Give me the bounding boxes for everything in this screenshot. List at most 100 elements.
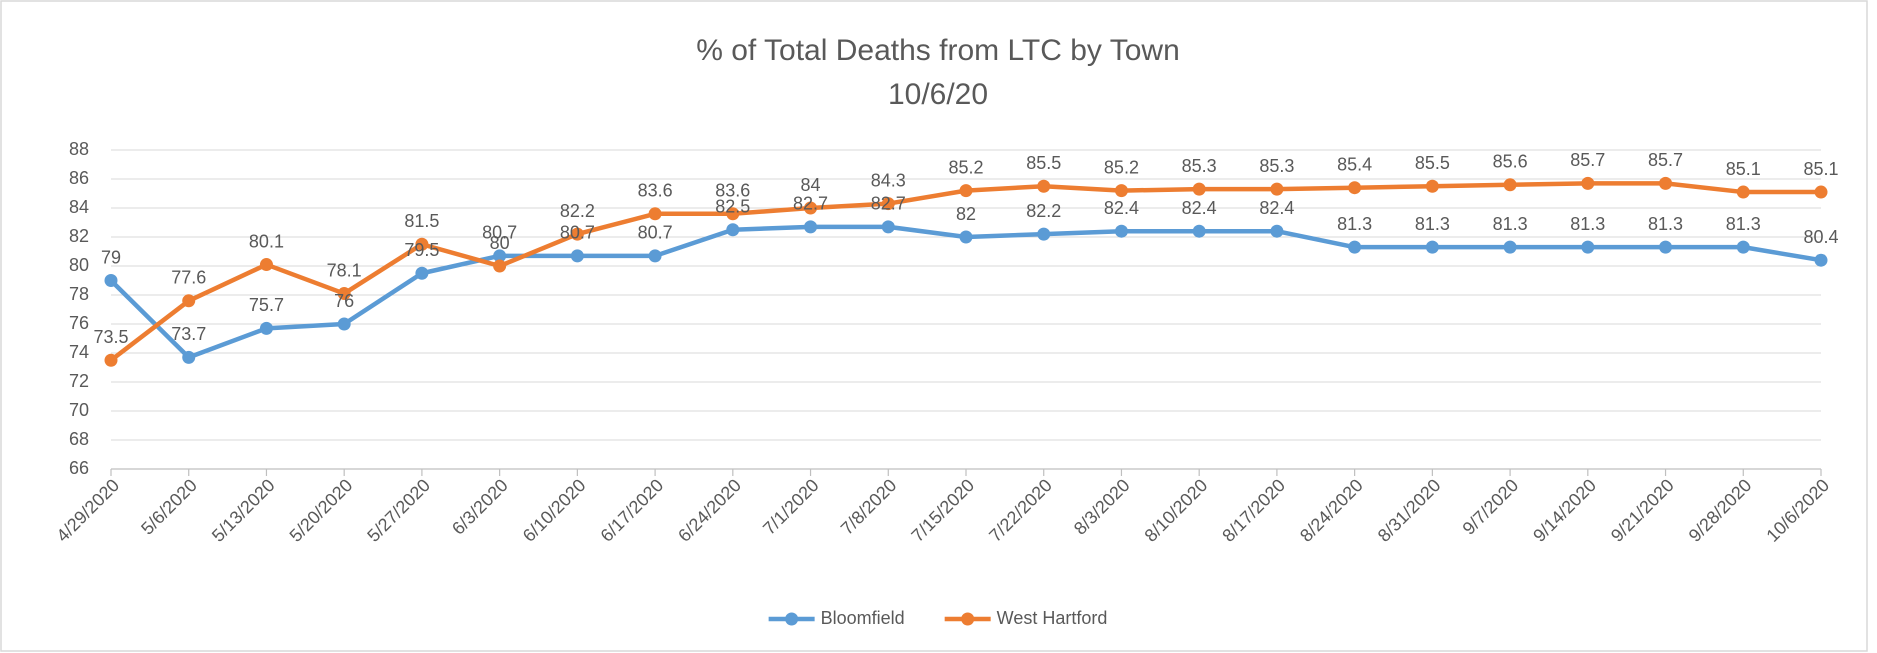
data-label: 81.3 (1570, 214, 1605, 234)
y-tick-label: 80 (69, 255, 89, 275)
y-tick-label: 86 (69, 168, 89, 188)
data-label: 85.5 (1026, 153, 1061, 173)
data-point (881, 220, 895, 234)
chart-title: % of Total Deaths from LTC by Town (696, 34, 1180, 67)
y-tick-label: 70 (69, 400, 89, 420)
y-tick-label: 72 (69, 371, 89, 391)
data-point (1037, 179, 1051, 193)
data-point (1659, 176, 1673, 190)
data-point (1114, 224, 1128, 238)
data-label: 83.6 (715, 181, 750, 201)
data-point (1192, 224, 1206, 238)
data-label: 80.7 (560, 223, 595, 243)
data-label: 85.7 (1648, 150, 1683, 170)
data-label: 82.5 (715, 197, 750, 217)
data-label: 82 (956, 204, 976, 224)
data-point (337, 287, 351, 301)
data-label: 80.1 (249, 231, 284, 251)
data-point (881, 197, 895, 211)
data-label: 82.2 (560, 201, 595, 221)
data-label: 84.3 (871, 170, 906, 190)
data-label: 85.7 (1570, 150, 1605, 170)
data-label: 80.4 (1803, 227, 1838, 247)
data-label: 75.7 (249, 295, 284, 315)
data-label: 85.6 (1493, 152, 1528, 172)
data-label: 85.3 (1259, 156, 1294, 176)
data-label: 82.2 (1026, 201, 1061, 221)
data-point (1581, 176, 1595, 190)
data-point (1348, 240, 1362, 254)
data-point (804, 201, 818, 215)
data-label: 85.2 (948, 157, 983, 177)
data-label: 82.4 (1259, 198, 1294, 218)
data-label: 85.4 (1337, 154, 1372, 174)
y-tick-label: 88 (69, 139, 89, 159)
data-label: 79.5 (404, 240, 439, 260)
legend-item: Bloomfield (768, 608, 905, 628)
data-label: 80 (490, 233, 510, 253)
data-label: 82.7 (871, 194, 906, 214)
data-point (1736, 185, 1750, 199)
data-label: 73.7 (171, 324, 206, 344)
y-tick-label: 82 (69, 226, 89, 246)
data-point (1270, 224, 1284, 238)
data-label: 81.5 (404, 211, 439, 231)
data-label: 85.2 (1104, 157, 1139, 177)
data-point (959, 184, 973, 198)
data-point (1425, 240, 1439, 254)
data-point (182, 350, 196, 364)
y-tick-label: 74 (69, 342, 89, 362)
data-point (104, 353, 118, 367)
data-point (104, 274, 118, 287)
data-point (959, 230, 973, 244)
data-point (1348, 181, 1362, 195)
data-label: 81.3 (1415, 214, 1450, 234)
data-label: 81.3 (1726, 214, 1761, 234)
data-label: 82.7 (793, 194, 828, 214)
legend-marker (785, 612, 799, 626)
data-point (570, 227, 584, 241)
data-label: 76 (334, 291, 354, 311)
chart-subtitle: 10/6/20 (888, 78, 988, 111)
data-point (493, 249, 507, 263)
data-label: 81.3 (1337, 214, 1372, 234)
data-label: 81.3 (1648, 214, 1683, 234)
y-tick-label: 68 (69, 429, 89, 449)
data-label: 84 (801, 175, 821, 195)
data-point (1114, 184, 1128, 198)
y-tick-label: 66 (69, 458, 89, 478)
data-label: 85.1 (1803, 159, 1838, 179)
data-point (182, 294, 196, 308)
data-point (570, 249, 584, 263)
data-label: 85.1 (1726, 159, 1761, 179)
legend-item: West Hartford (944, 608, 1108, 628)
data-point (726, 223, 740, 237)
data-point (415, 237, 429, 251)
data-label: 77.6 (171, 268, 206, 288)
data-point (1503, 178, 1517, 192)
data-label: 73.5 (93, 327, 128, 347)
data-point (415, 266, 429, 280)
data-point (1659, 240, 1673, 254)
legend-label: Bloomfield (821, 608, 905, 628)
legend-label: West Hartford (997, 608, 1108, 628)
y-tick-label: 84 (69, 197, 89, 217)
data-label: 81.3 (1493, 214, 1528, 234)
data-point (648, 207, 662, 221)
data-label: 82.4 (1182, 198, 1217, 218)
data-point (493, 259, 507, 273)
y-tick-label: 78 (69, 284, 89, 304)
data-label: 83.6 (638, 181, 673, 201)
data-point (337, 317, 351, 331)
data-label: 80.7 (482, 223, 517, 243)
data-label: 80.7 (638, 223, 673, 243)
data-point (1192, 182, 1206, 196)
data-point (259, 321, 273, 335)
data-point (1270, 182, 1284, 196)
data-point (726, 207, 740, 221)
data-label: 85.3 (1182, 156, 1217, 176)
data-point (648, 249, 662, 263)
y-tick-label: 76 (69, 313, 89, 333)
data-label: 79 (101, 247, 121, 267)
